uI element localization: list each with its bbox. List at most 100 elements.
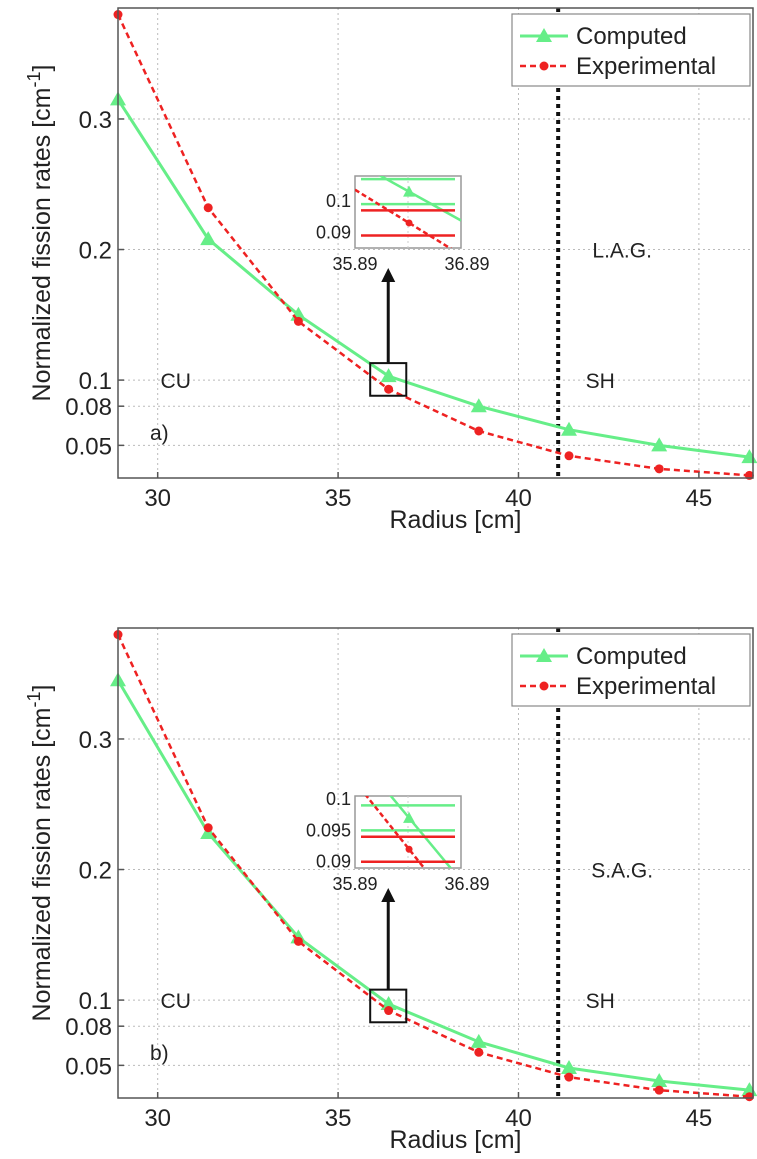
data-point (560, 1059, 577, 1074)
y-tick-label: 0.3 (79, 727, 112, 754)
x-axis-label: Radius [cm] (390, 506, 522, 534)
region-label-material: S.A.G. (591, 860, 653, 883)
region-label-material: L.A.G. (592, 240, 652, 263)
data-point (203, 823, 213, 833)
legend-box (511, 13, 751, 87)
data-point (564, 1072, 574, 1082)
data-point (380, 368, 397, 383)
y-tick-label: 0.08 (65, 394, 112, 421)
y-axis-label-sup: -1 (24, 691, 44, 707)
data-point (200, 231, 217, 246)
legend-marker (536, 28, 552, 42)
legend-marker (539, 61, 549, 71)
inset-y-tick-label: 0.1 (326, 789, 351, 809)
data-point (293, 936, 303, 946)
zoom-arrow-head (381, 268, 396, 282)
inset-x-tick-label: 35.89 (332, 874, 377, 894)
data-point (744, 1092, 754, 1102)
legend-marker (539, 681, 549, 691)
data-point (560, 421, 577, 436)
inset-y-tick-label: 0.095 (306, 820, 351, 840)
data-point (651, 1073, 668, 1088)
data-point (654, 464, 664, 474)
legend-label-experimental: Experimental (576, 673, 716, 700)
zoom-arrow-head (381, 888, 396, 902)
panel-label: a) (150, 422, 169, 445)
inset-y-tick-label: 0.09 (316, 852, 351, 872)
inset-plot (361, 796, 455, 868)
data-point (203, 203, 213, 213)
y-tick-label: 0.3 (79, 107, 112, 134)
legend-label-computed: Computed (576, 643, 687, 670)
inset-data-point (403, 185, 416, 197)
plot-frame (117, 7, 754, 479)
legend-box (511, 633, 751, 707)
region-label-sh: SH (586, 370, 615, 393)
x-tick-label: 45 (686, 1105, 713, 1132)
data-point (380, 996, 397, 1010)
legend-label-experimental: Experimental (576, 53, 716, 80)
inset-x-tick-label: 35.89 (332, 254, 377, 274)
legend: Computed Experimental (511, 633, 751, 707)
grid (118, 8, 753, 478)
data-point (654, 1085, 664, 1095)
series-line (116, 98, 750, 459)
legend-label-computed: Computed (576, 23, 687, 50)
region-label-sh: SH (586, 990, 615, 1013)
inset-y-tick-label: 0.09 (316, 222, 351, 242)
panel-label: b) (150, 1042, 169, 1065)
y-tick-label: 0.1 (79, 988, 112, 1015)
data-point (384, 384, 394, 394)
x-tick-label: 35 (325, 1105, 352, 1132)
data-point (474, 426, 484, 436)
y-tick-label: 0.2 (79, 858, 112, 885)
data-point (474, 1047, 484, 1057)
inset-x-tick-label: 36.89 (444, 874, 489, 894)
y-axis-label-main: Normalized fission rates [cm (28, 707, 56, 1021)
series-line (116, 13, 750, 477)
grid (118, 628, 753, 1098)
y-axis-label: Normalized fission rates [cm-1] (24, 65, 56, 402)
data-point (293, 316, 303, 326)
series-line (116, 633, 750, 1098)
inset-data-point (405, 845, 413, 853)
y-axis-label-close: ] (28, 685, 56, 692)
y-tick-label: 0.05 (65, 433, 112, 460)
inset-x-tick-label: 36.89 (444, 254, 489, 274)
inset-series-line (355, 188, 453, 248)
series-experimental (113, 630, 754, 1102)
inset: 0.1 0.09 35.89 36.89 (316, 175, 490, 274)
y-tick-label: 0.2 (79, 238, 112, 265)
inset-data-point (403, 811, 416, 823)
x-tick-label: 40 (505, 1105, 532, 1132)
y-axis-label-close: ] (28, 65, 56, 72)
region-label-cu: CU (161, 990, 191, 1013)
data-point (384, 1006, 394, 1016)
x-tick-label: 35 (325, 485, 352, 512)
y-axis-label-main: Normalized fission rates [cm (28, 87, 56, 401)
x-axis-label: Radius [cm] (390, 1126, 522, 1154)
y-axis-label-sup: -1 (24, 71, 44, 87)
x-tick-label: 40 (505, 485, 532, 512)
x-tick-label: 30 (144, 485, 171, 512)
region-label-cu: CU (161, 370, 191, 393)
data-point (470, 398, 487, 413)
inset-y-tick-label: 0.1 (326, 191, 351, 211)
y-tick-label: 0.1 (79, 368, 112, 395)
legend: Computed Experimental (511, 13, 751, 87)
x-tick-label: 45 (686, 485, 713, 512)
legend-marker (536, 648, 552, 662)
x-tick-label: 30 (144, 1105, 171, 1132)
y-tick-label: 0.08 (65, 1014, 112, 1041)
inset-plot (355, 176, 461, 248)
y-axis-label: Normalized fission rates [cm-1] (24, 685, 56, 1022)
data-point (651, 437, 668, 452)
series-line (116, 679, 750, 1092)
y-tick-label: 0.05 (65, 1053, 112, 1080)
inset-data-point (405, 219, 413, 227)
data-point (564, 451, 574, 461)
